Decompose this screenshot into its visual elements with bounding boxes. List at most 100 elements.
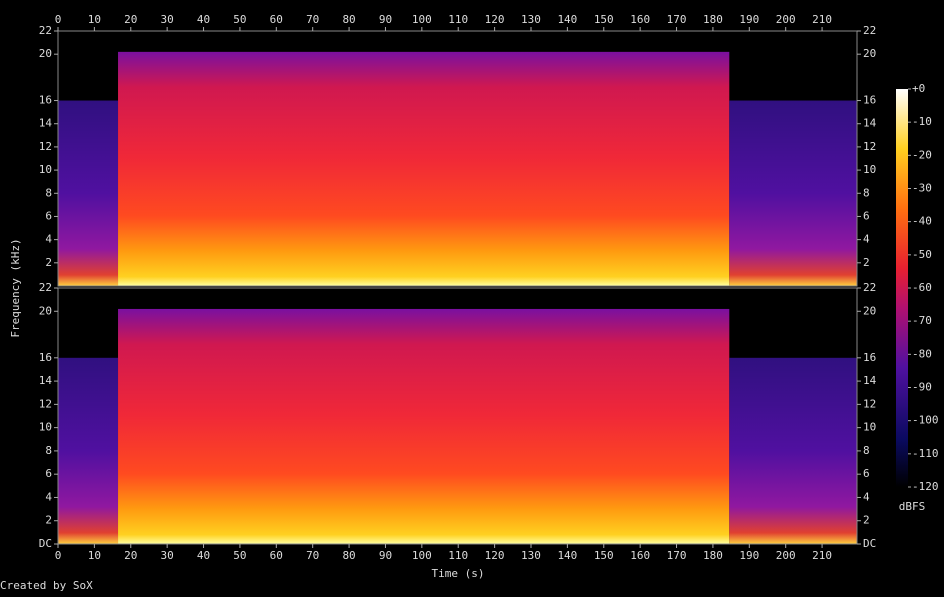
x-tick-label: 150 [594, 13, 614, 26]
x-tick-label: 70 [306, 13, 319, 26]
y-tick-label: 20 [39, 47, 52, 60]
y-tick-label: 8 [45, 186, 52, 199]
y-tick-label-right: 2 [863, 256, 870, 269]
x-tick-label: 200 [776, 13, 796, 26]
y-tick-label-right: 6 [863, 209, 870, 222]
y-tick-label: 22 [39, 281, 52, 294]
colorbar-tick-label: -110 [912, 447, 939, 460]
x-tick-label: 40 [197, 13, 210, 26]
spectrum-region [58, 357, 119, 544]
x-tick-label: 200 [776, 549, 796, 562]
y-tick-label: 14 [39, 374, 53, 387]
y-tick-label: 12 [39, 140, 52, 153]
panel-frame [57, 287, 858, 545]
x-tick-label: 30 [161, 549, 174, 562]
x-tick-label: 190 [739, 549, 759, 562]
y-tick-label: 6 [45, 209, 52, 222]
x-tick-label: 60 [270, 13, 283, 26]
y-tick-label: 2 [45, 256, 52, 269]
y-tick-label-right: 22 [863, 281, 876, 294]
colorbar-tick-label: -10 [912, 115, 932, 128]
colorbar-tick-label: -70 [912, 314, 932, 327]
x-tick-label: 150 [594, 549, 614, 562]
y-tick-label: 10 [39, 421, 52, 434]
x-tick-label: 40 [197, 549, 210, 562]
y-tick-label-right: DC [863, 537, 876, 550]
x-tick-label: 110 [448, 549, 468, 562]
x-tick-label: 110 [448, 13, 468, 26]
x-tick-label: 120 [485, 13, 505, 26]
x-tick-label: 140 [557, 13, 577, 26]
colorbar-tick-label: -60 [912, 281, 932, 294]
y-tick-label: 16 [39, 94, 52, 107]
x-tick-label: 50 [233, 549, 246, 562]
y-tick-label-right: 22 [863, 24, 876, 37]
colorbar-label: dBFS [899, 500, 926, 513]
y-tick-label-right: 4 [863, 233, 870, 246]
colorbar-tick-label: -90 [912, 381, 932, 394]
y-tick-label: 6 [45, 467, 52, 480]
y-tick-label-right: 16 [863, 351, 876, 364]
y-tick-label: 8 [45, 444, 52, 457]
x-tick-label: 190 [739, 13, 759, 26]
colorbar-tick-label: -80 [912, 347, 932, 360]
x-tick-label: 130 [521, 549, 541, 562]
x-tick-label: 210 [812, 13, 832, 26]
y-tick-label-right: 8 [863, 186, 870, 199]
y-tick-label: 20 [39, 304, 52, 317]
y-tick-label-right: 8 [863, 444, 870, 457]
y-tick-label-right: 14 [863, 374, 877, 387]
y-tick-label: 4 [45, 490, 52, 503]
x-tick-label: 80 [342, 13, 355, 26]
y-tick-label-right: 12 [863, 397, 876, 410]
y-tick-label-right: 16 [863, 94, 876, 107]
spectrum-region [118, 51, 730, 287]
x-tick-label: 210 [812, 549, 832, 562]
y-tick-label: 2 [45, 514, 52, 527]
x-tick-label: 50 [233, 13, 246, 26]
x-tick-label: 170 [667, 549, 687, 562]
colorbar-tick-label: -50 [912, 248, 932, 261]
colorbar [896, 89, 908, 487]
x-tick-label: 100 [412, 13, 432, 26]
y-tick-label-right: 2 [863, 514, 870, 527]
x-tick-label: 180 [703, 549, 723, 562]
x-tick-label: 90 [379, 13, 392, 26]
spectrum-region [58, 100, 119, 286]
y-tick-label-right: 14 [863, 117, 877, 130]
y-tick-label-right: 6 [863, 467, 870, 480]
x-tick-label: 10 [88, 13, 101, 26]
y-tick-label-right: 4 [863, 490, 870, 503]
x-tick-label: 160 [630, 549, 650, 562]
x-tick-label: 20 [124, 13, 137, 26]
y-tick-label: 12 [39, 397, 52, 410]
y-tick-label: 14 [39, 117, 53, 130]
x-tick-label: 0 [55, 549, 62, 562]
y-tick-label-right: 12 [863, 140, 876, 153]
x-tick-label: 170 [667, 13, 687, 26]
y-tick-label: 16 [39, 351, 52, 364]
spectrum-region [118, 308, 730, 544]
x-tick-label: 30 [161, 13, 174, 26]
colorbar-tick-label: +0 [912, 82, 925, 95]
x-tick-label: 90 [379, 549, 392, 562]
y-tick-label: 4 [45, 233, 52, 246]
x-axis-label: Time (s) [432, 567, 485, 580]
footer: Created by SoX [0, 579, 93, 592]
x-tick-label: 100 [412, 549, 432, 562]
x-tick-label: 70 [306, 549, 319, 562]
y-tick-label-right: 20 [863, 47, 876, 60]
y-tick-label-right: 10 [863, 163, 876, 176]
y-tick-label: 22 [39, 24, 52, 37]
y-tick-label: DC [39, 537, 52, 550]
x-tick-label: 0 [55, 13, 62, 26]
colorbar-tick-label: -100 [912, 414, 939, 427]
spectrum-region [729, 100, 857, 286]
colorbar-tick-label: -40 [912, 215, 932, 228]
y-axis-label: Frequency (kHz) [9, 238, 22, 337]
x-tick-label: 180 [703, 13, 723, 26]
y-tick-label: 10 [39, 163, 52, 176]
colorbar-tick-label: -120 [912, 480, 939, 493]
x-tick-label: 80 [342, 549, 355, 562]
